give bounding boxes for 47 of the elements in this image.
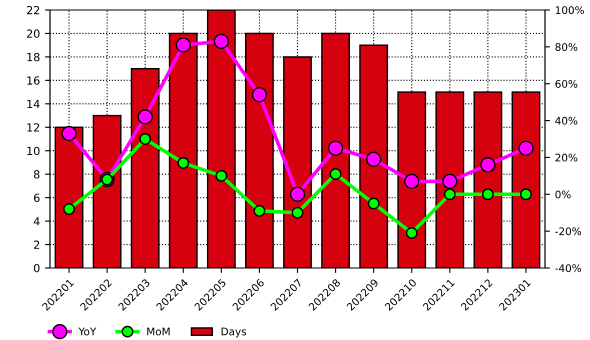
y2-tick-label: -40% [555,264,582,272]
point [368,198,380,210]
point [63,203,75,215]
point [61,126,77,142]
point [252,87,268,102]
point [330,168,342,180]
point [480,157,496,172]
point [328,140,344,156]
point [442,174,458,190]
y2-tick-label: 40% [555,116,578,125]
y2-tick-label: 20% [555,154,578,162]
point [482,188,494,200]
point [404,174,420,190]
point [215,170,228,182]
legend-label: MoM [147,328,170,336]
point [138,109,153,125]
point [444,188,456,200]
point [139,133,152,145]
y-tick-label: 20 [26,29,40,38]
point [406,227,418,239]
y-tick-label: 18 [27,52,40,62]
y2-tick-label: -20% [555,227,582,236]
point [366,152,382,167]
point [290,186,306,202]
y2-tick-label: 60% [555,80,578,88]
point [518,140,534,156]
y-tick-label: 10 [27,146,40,156]
y-tick-label: 8 [34,170,40,179]
legend-label: Days [222,328,246,338]
point [520,188,532,200]
y-tick-label: 22 [26,6,40,14]
y-tick-label: 16 [27,76,40,85]
y-tick-label: 0 [34,264,40,272]
point [214,34,229,49]
y2-tick-label: 0% [555,190,571,198]
y-tick-label: 12 [27,123,40,132]
point [177,157,190,169]
y-tick-label: 6 [34,194,40,202]
point [176,37,191,53]
y-tick-label: 2 [34,240,40,249]
y-tick-label: 4 [34,217,40,226]
point [292,206,304,219]
y2-tick-label: 80% [555,43,578,51]
legend-label: YoY [78,328,96,336]
y-tick-label: 14 [27,100,40,108]
y2-tick-label: 100% [556,6,584,14]
point [254,204,266,217]
